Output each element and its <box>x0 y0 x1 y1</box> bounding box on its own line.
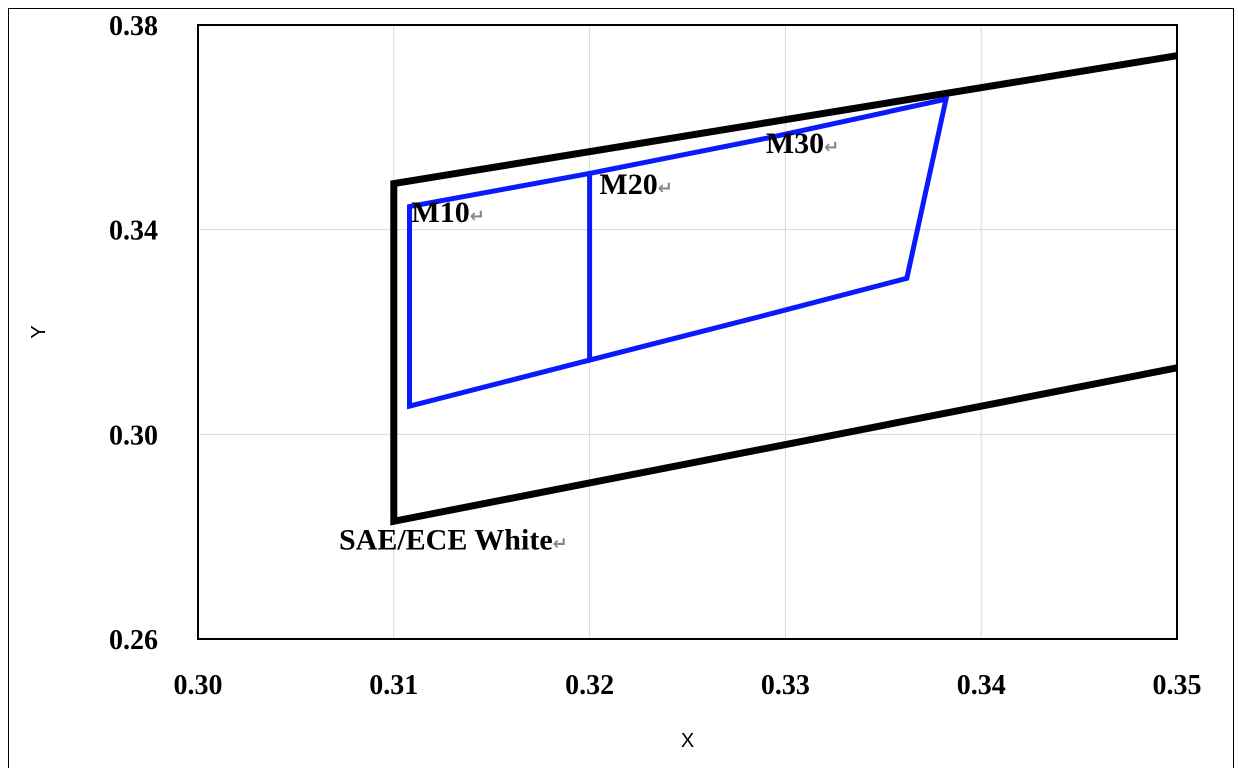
y-tick-label: 0.26 <box>109 625 158 656</box>
x-tick-label: 0.32 <box>565 670 614 701</box>
y-tick-label: 0.30 <box>109 420 158 451</box>
x-tick-label: 0.31 <box>369 670 418 701</box>
annotations: M10↵ M20↵ M30↵ SAE/ECE White↵ <box>339 127 839 557</box>
y-tick-labels: 0.26 0.30 0.34 0.38 <box>109 11 158 656</box>
y-tick-label: 0.38 <box>109 11 158 42</box>
series-layer <box>390 52 1178 526</box>
x-tick-labels: 0.30 0.31 0.32 0.33 0.34 0.35 <box>174 670 1202 701</box>
annotation-label: M20↵ <box>599 168 672 201</box>
plot-area-border <box>197 24 1178 640</box>
return-mark-icon: ↵ <box>470 206 485 227</box>
return-mark-icon: ↵ <box>824 137 839 158</box>
x-tick-label: 0.30 <box>174 670 223 701</box>
y-tick-label: 0.34 <box>109 216 158 247</box>
annotation-label: SAE/ECE White↵ <box>339 523 568 556</box>
annotation-label: M10↵ <box>411 196 484 229</box>
grid <box>198 25 1177 639</box>
x-axis-title: X <box>681 730 694 752</box>
series-line-m10 <box>407 170 591 410</box>
series-line-sae-ece-white <box>390 52 1178 526</box>
series-line-m30 <box>769 95 950 317</box>
x-tick-label: 0.35 <box>1153 670 1202 701</box>
return-mark-icon: ↵ <box>553 533 568 554</box>
annotation-label: M30↵ <box>766 127 839 160</box>
x-tick-label: 0.33 <box>761 670 810 701</box>
y-axis-title: Y <box>28 325 50 338</box>
series-line-m20 <box>587 135 771 364</box>
x-tick-label: 0.34 <box>957 670 1006 701</box>
return-mark-icon: ↵ <box>658 178 673 199</box>
figure-frame <box>8 8 1234 768</box>
